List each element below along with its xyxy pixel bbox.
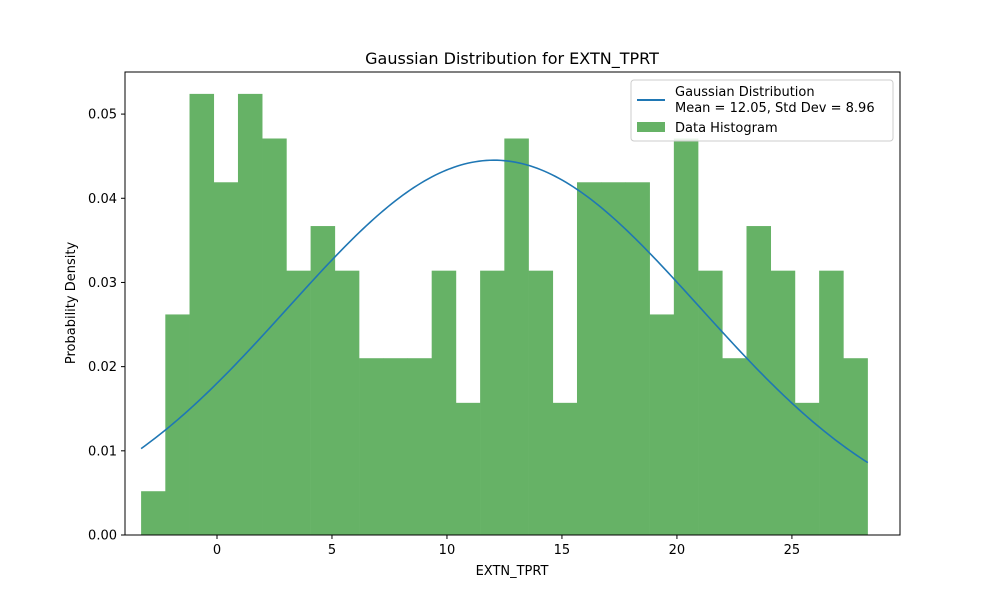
plot-frame — [124, 71, 901, 536]
y-axis-label: Probability Density — [64, 242, 79, 365]
x-tick-label: 20 — [669, 543, 686, 558]
histogram-bar — [601, 182, 626, 535]
histogram-bar — [819, 270, 844, 535]
histogram-bar — [843, 358, 868, 535]
x-tick-label: 25 — [784, 543, 801, 558]
x-axis-ticks: 0 5 10 15 20 25 — [213, 535, 800, 558]
histogram-bar — [359, 358, 384, 535]
histogram-bar — [625, 182, 650, 535]
gaussian-curve-layer — [140, 159, 869, 464]
legend-gaussian-stats: Mean = 12.05, Std Dev = 8.96 — [675, 101, 875, 116]
y-tick-label: 0.04 — [88, 192, 117, 207]
legend-histogram-label: Data Histogram — [675, 121, 778, 136]
gaussian-curve — [140, 159, 869, 464]
x-tick-label: 15 — [554, 543, 571, 558]
histogram-bar — [165, 314, 190, 535]
y-tick-label: 0.01 — [88, 444, 117, 459]
histogram-bar — [552, 402, 578, 535]
legend-histogram-swatch — [637, 122, 665, 132]
histogram-bar — [431, 270, 457, 535]
y-axis-ticks: 0.00 0.01 0.02 0.03 0.04 0.05 — [88, 108, 125, 544]
histogram-bar — [262, 138, 287, 535]
y-tick-label: 0.03 — [88, 276, 117, 291]
histogram-bar — [455, 402, 481, 535]
x-tick-label: 10 — [439, 543, 456, 558]
histogram-bar — [722, 358, 747, 535]
histogram-bar — [237, 93, 263, 536]
histogram-bar — [383, 358, 408, 535]
x-axis-label: EXTN_TPRT — [476, 564, 549, 579]
y-tick-label: 0.00 — [88, 529, 117, 544]
chart-title: Gaussian Distribution for EXTN_TPRT — [365, 49, 659, 69]
histogram-bar — [189, 93, 215, 536]
x-tick-label: 0 — [213, 543, 221, 558]
histogram-bar — [746, 226, 772, 535]
legend: Gaussian Distribution Mean = 12.05, Std … — [630, 79, 894, 142]
histogram-bar — [649, 314, 675, 535]
histogram-bar — [504, 138, 529, 535]
histogram-bar — [794, 402, 820, 535]
histogram-bar — [673, 138, 699, 535]
legend-gaussian-label: Gaussian Distribution — [675, 85, 815, 100]
histogram-bar — [334, 270, 360, 535]
histogram-bar — [480, 270, 505, 535]
histogram-bar — [698, 270, 723, 535]
histogram-bar — [286, 270, 311, 535]
histogram-bar — [310, 226, 336, 535]
y-tick-label: 0.02 — [88, 360, 117, 375]
histogram-bar — [528, 270, 554, 535]
histogram-bar — [213, 182, 239, 535]
y-tick-label: 0.05 — [88, 108, 117, 123]
legend-box — [630, 79, 894, 142]
histogram-bar — [576, 182, 602, 535]
x-tick-label: 5 — [328, 543, 336, 558]
histogram-bar — [407, 358, 432, 535]
histogram-bar — [141, 491, 166, 535]
